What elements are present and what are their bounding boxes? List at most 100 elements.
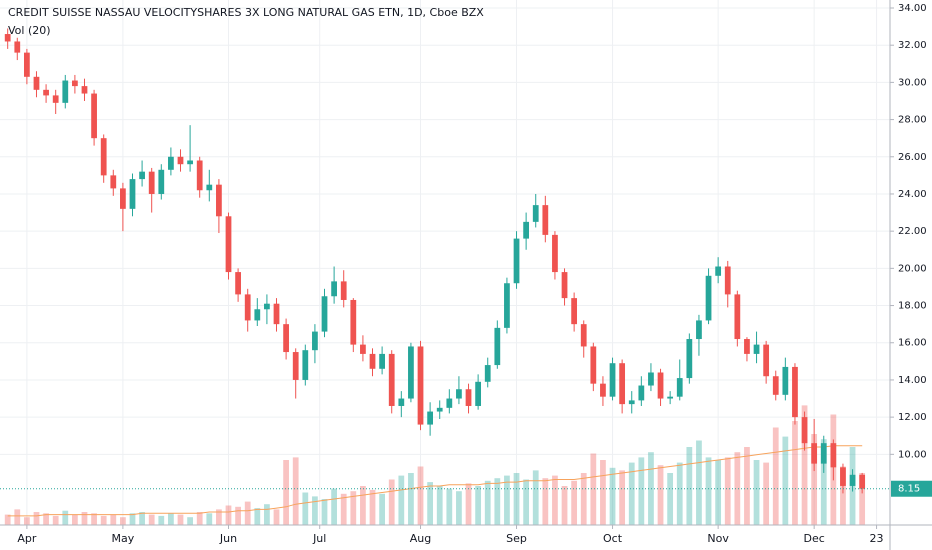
y-tick-label: 28.00 (898, 115, 927, 126)
candle-body (427, 411, 433, 425)
candle-body (705, 275, 712, 321)
candle-body (696, 320, 702, 340)
volume-bar (33, 512, 40, 525)
candle-body (676, 378, 683, 397)
volume-bar (667, 473, 674, 525)
candle-body (715, 266, 722, 276)
candle-body (283, 324, 289, 353)
candle-body (456, 389, 462, 399)
candle-body (580, 324, 587, 347)
candle-body (475, 381, 482, 406)
last-price-tag (891, 480, 932, 497)
candle-body (4, 34, 11, 42)
candle-body (763, 344, 770, 377)
volume-bar (340, 493, 347, 525)
candle-body (129, 179, 136, 209)
volume-ma-line (7, 445, 863, 517)
volume-bar (312, 496, 318, 525)
candle-body (782, 366, 789, 395)
volume-bar (561, 486, 568, 525)
y-tick-label: 10.00 (898, 449, 927, 460)
volume-bar (196, 512, 203, 525)
candle-body (734, 294, 741, 340)
candle-body (638, 385, 645, 401)
y-tick-label: 20.00 (898, 263, 927, 274)
candle-body (273, 303, 280, 325)
volume-bar (139, 512, 145, 525)
volume-bar (475, 486, 482, 525)
candle-body (350, 299, 357, 345)
volume-bar (552, 475, 558, 525)
volume-bar (273, 509, 280, 525)
volume-bar (110, 514, 117, 525)
candle-body (52, 95, 59, 103)
volume-bar (91, 513, 97, 525)
volume-bar (820, 439, 827, 525)
volume-bar (52, 515, 59, 525)
candle-body (609, 363, 616, 397)
y-tick-label: 18.00 (898, 301, 927, 312)
candle-body (772, 376, 779, 395)
volume-bar (696, 440, 702, 525)
volume-bar (715, 460, 722, 525)
candle-body (686, 339, 693, 379)
candle-body (62, 80, 69, 103)
volume-bar (840, 466, 846, 525)
y-tick-label: 26.00 (898, 152, 927, 163)
chart-title: CREDIT SUISSE NASSAU VELOCITYSHARES 3X L… (8, 6, 484, 19)
volume-bar (81, 512, 88, 525)
volume-bar (177, 514, 184, 525)
volume-bar (216, 509, 222, 525)
volume-bar (532, 470, 539, 525)
candle-body (225, 216, 232, 273)
candle-body (340, 281, 347, 300)
volume-bar (321, 499, 328, 525)
candle-body (331, 281, 337, 297)
candle-body (168, 156, 174, 170)
volume-bar (331, 488, 337, 525)
volume-bar (580, 473, 587, 525)
candle-body (753, 344, 760, 354)
candle-body (196, 160, 203, 191)
candle-body (830, 443, 837, 468)
volume-bar (427, 482, 433, 525)
volume-bar (350, 491, 357, 525)
candle-body (235, 272, 241, 295)
volume-bar (753, 460, 760, 525)
candle-body (177, 156, 184, 165)
x-tick-label: Sep (506, 532, 527, 545)
candle-body (465, 389, 472, 406)
candle-body (552, 234, 558, 273)
candle-body (648, 372, 654, 386)
candle-body (600, 383, 606, 397)
candle-body (360, 344, 366, 354)
candle-body (542, 205, 549, 235)
volume-bar (24, 517, 30, 525)
volume-bar (792, 421, 798, 525)
volume-bar (408, 473, 414, 525)
volume-bar (456, 491, 462, 525)
candle-body (24, 52, 30, 77)
volume-bar (734, 452, 741, 525)
candle-body (312, 331, 318, 351)
candle-body (532, 205, 539, 222)
candle-body (820, 443, 827, 464)
candle-body (254, 309, 261, 321)
candle-body (120, 188, 126, 209)
candle-body (436, 407, 443, 412)
candle-body (33, 76, 40, 90)
volume-bar (600, 460, 606, 525)
volume-bar (168, 513, 174, 525)
y-tick-label: 24.00 (898, 189, 927, 200)
volume-bar (388, 479, 395, 525)
candle-body (139, 171, 145, 180)
candle-body (513, 238, 520, 284)
candle-body (724, 266, 731, 295)
candle-body (14, 41, 21, 53)
x-tick-label: Apr (17, 532, 37, 545)
volume-pane (4, 405, 866, 525)
candle-body (801, 417, 808, 444)
candle-body (321, 296, 328, 332)
candle-body (484, 365, 491, 382)
